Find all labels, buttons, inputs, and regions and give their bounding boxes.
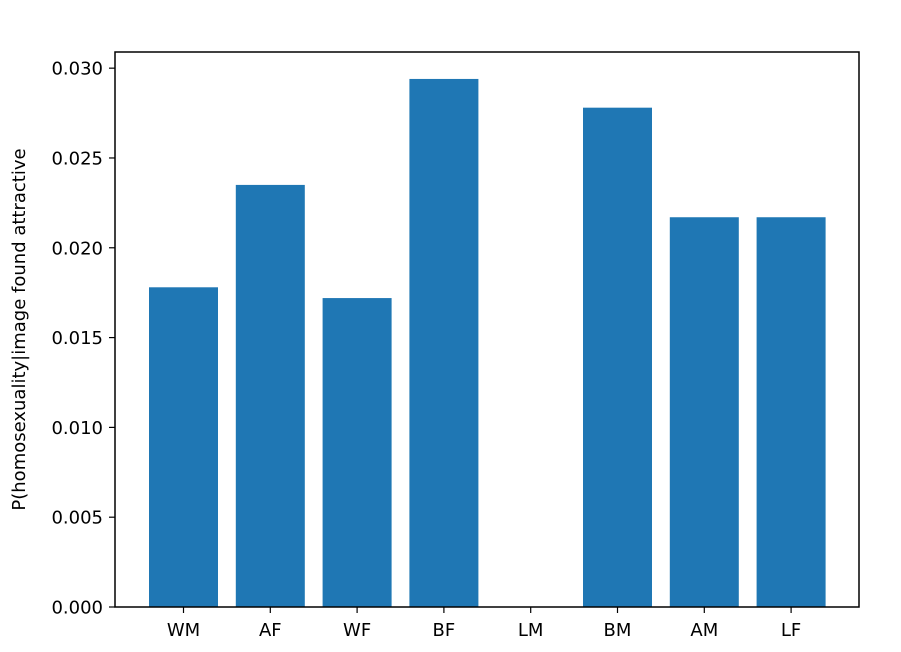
y-axis-label: P(homosexuality|image found attractive [9,148,30,510]
bars-group [149,78,826,607]
y-axis-ticks: 0.000 0.005 0.010 0.015 0.020 0.025 0.030 [51,59,115,619]
x-tick-label: BF [433,620,456,641]
x-tick-label: AF [259,620,282,641]
bar-bm [583,107,652,607]
x-tick-label: WM [167,620,200,641]
y-tick-label: 0.015 [51,328,103,349]
x-tick-label: AM [690,620,718,641]
bar-lf [756,217,826,607]
y-tick-label: 0.005 [51,508,103,529]
plot-frame [114,51,860,608]
y-tick-label: 0.020 [51,238,103,259]
bar-wm [149,287,218,607]
x-tick-label: LF [781,620,801,641]
x-axis-ticks: WM AF WF BF LM BM AM LF [167,607,801,641]
y-tick-label: 0.000 [51,598,103,619]
x-tick-label: BM [604,620,632,641]
bar-wf [322,298,392,607]
bar-bf [409,78,479,607]
x-tick-label: LM [518,620,544,641]
y-tick-label: 0.010 [51,418,103,439]
bar-am [669,217,739,607]
y-tick-label: 0.025 [51,148,103,169]
y-tick-label: 0.030 [51,59,103,80]
x-tick-label: WF [343,620,371,641]
bar-af [235,184,305,607]
